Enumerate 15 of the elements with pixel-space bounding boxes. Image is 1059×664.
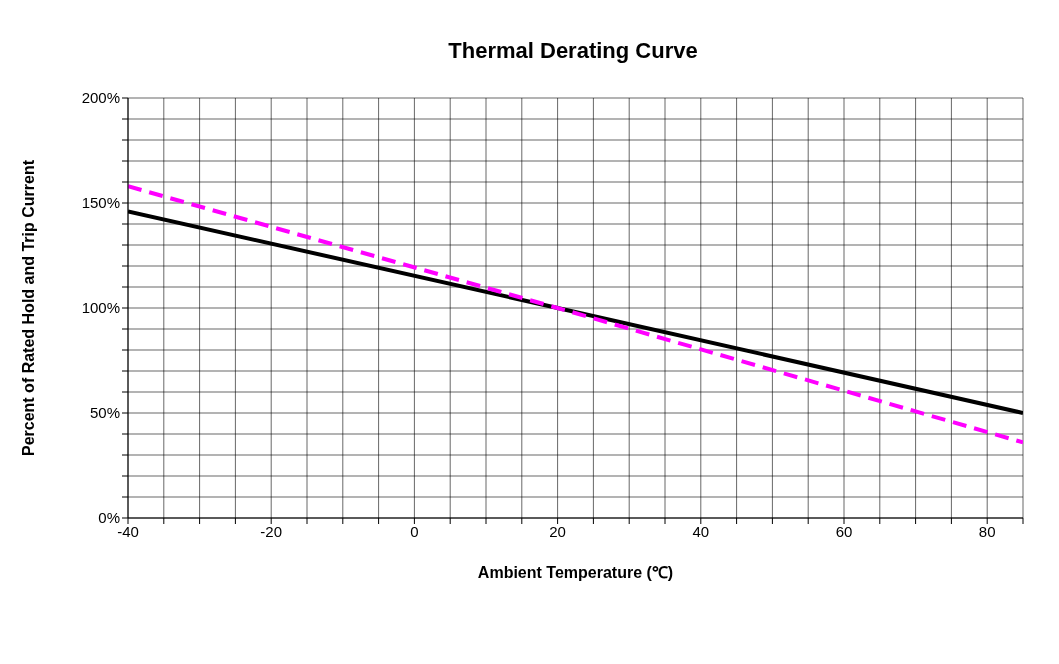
y-tick-label: 0% [98,509,120,527]
x-tick-label: -40 [117,522,139,540]
x-tick-label: 60 [835,522,853,540]
y-tick-label: 150% [81,194,120,212]
y-tick-label: 50% [89,404,120,422]
y-tick-label: 200% [81,89,120,107]
y-axis-title: Percent of Rated Hold and Trip Current [19,159,37,457]
x-tick-label: -20 [260,522,283,540]
chart-title: Thermal Derating Curve [447,37,699,65]
x-tick-label: 40 [692,522,710,540]
x-tick-label: 0 [410,522,419,540]
y-tick-label: 100% [81,299,120,317]
x-tick-label: 20 [549,522,566,540]
x-axis-title: Ambient Temperature (℃) [477,564,674,581]
x-tick-label: 80 [978,522,996,540]
